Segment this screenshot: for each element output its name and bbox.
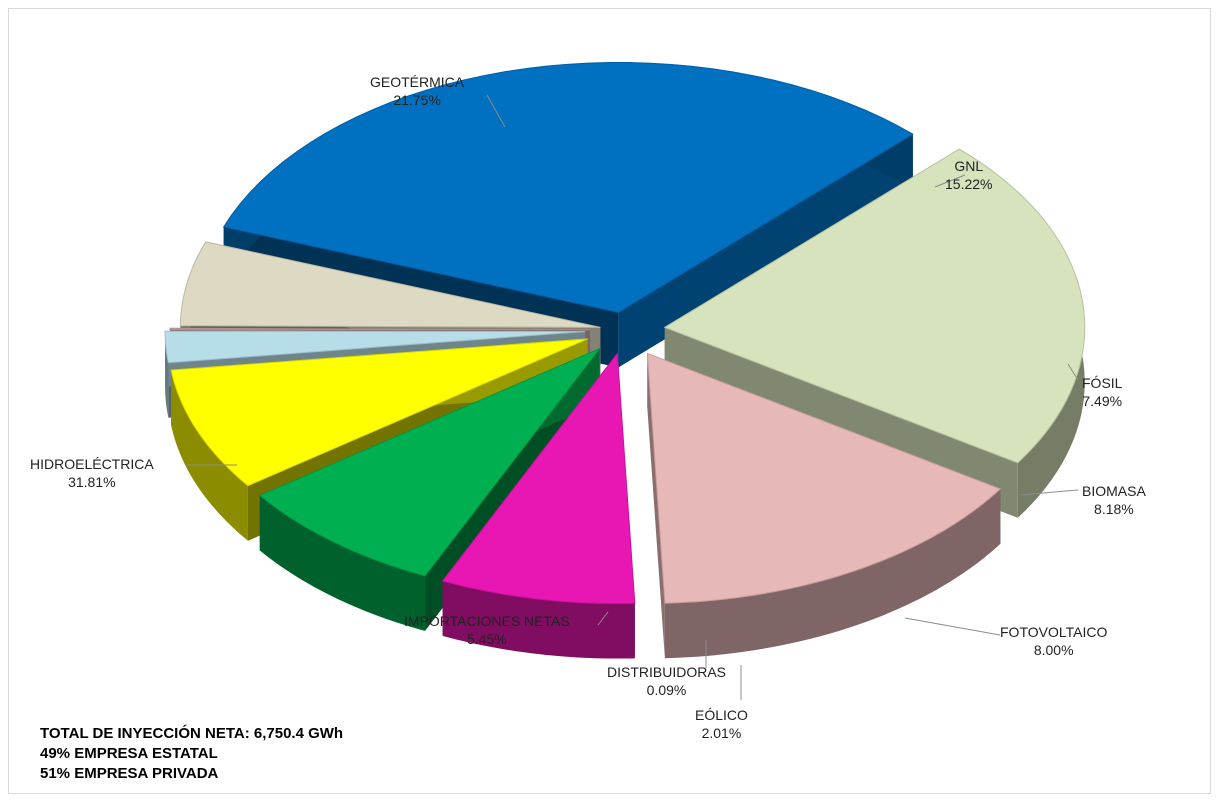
leader-line-3 — [1019, 489, 1079, 496]
slice-top-7 — [169, 327, 591, 331]
slice-side-3 — [442, 580, 635, 659]
slice-top-0 — [222, 62, 914, 313]
summary-total: TOTAL DE INYECCIÓN NETA: 6,750.4 GWh — [40, 725, 344, 742]
label-distribuidoras: DISTRIBUIDORAS 0.09% — [607, 664, 727, 698]
chart-frame — [8, 8, 1211, 794]
leader-line-0 — [486, 94, 506, 128]
label-gnl: GNL 15.22% — [945, 158, 993, 192]
label-geotermica: GEOTÉRMICA 21.75% — [370, 74, 465, 108]
leader-line-4 — [904, 617, 1001, 636]
slice-top-1 — [663, 148, 1086, 464]
leader-line-7 — [597, 611, 609, 626]
slice-wall-0-1 — [618, 134, 913, 368]
label-importaciones: IMPORTACIONES NETAS 5.45% — [404, 613, 570, 647]
summary-privada: 51% EMPRESA PRIVADA — [40, 765, 219, 782]
slice-top-3 — [441, 352, 636, 605]
slice-side-5 — [171, 370, 248, 541]
leader-line-1 — [934, 174, 966, 188]
slice-top-6 — [164, 330, 586, 364]
label-biomasa: BIOMASA 8.18% — [1082, 483, 1146, 517]
label-fotovoltaico: FOTOVOLTAICO 8.00% — [1000, 624, 1108, 658]
slice-wall-2-1 — [647, 353, 665, 659]
slice-side-4 — [259, 495, 426, 631]
label-eolico: EÓLICO 2.01% — [695, 707, 748, 741]
slice-side-6 — [165, 331, 169, 418]
slice-top-2 — [646, 352, 1002, 604]
slice-top-4 — [258, 347, 602, 577]
slice-side-2 — [664, 488, 1001, 659]
pie-slice-3 — [441, 352, 636, 659]
pie-slice-2 — [646, 352, 1002, 659]
summary-note: TOTAL DE INYECCIÓN NETA: 6,750.4 GWh 49%… — [40, 724, 343, 784]
label-hidroelectrica: HIDROELÉCTRICA 31.81% — [30, 456, 154, 490]
slice-top-5 — [170, 338, 589, 487]
leader-line-2 — [1067, 363, 1079, 381]
label-fosil: FÓSIL 7.49% — [1082, 375, 1123, 409]
slice-top-8 — [179, 241, 601, 328]
summary-estatal: 49% EMPRESA ESTATAL — [40, 745, 218, 762]
